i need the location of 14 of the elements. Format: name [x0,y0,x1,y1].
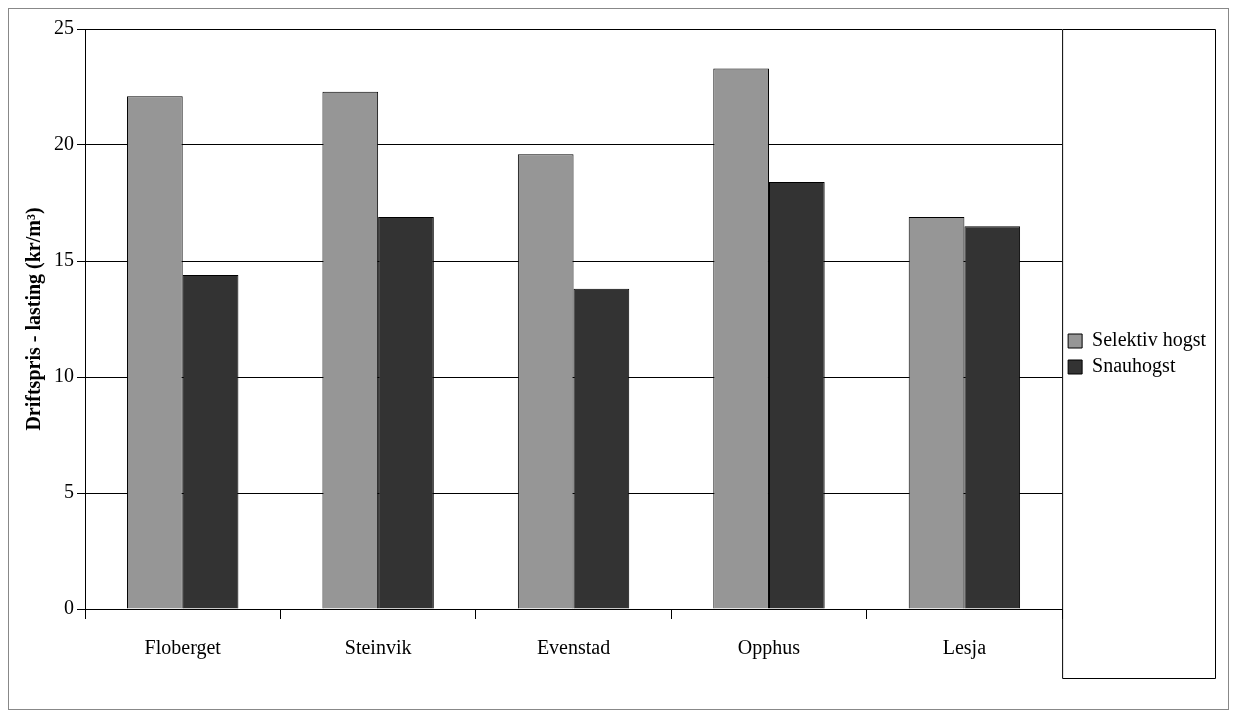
x-tick-label: Floberget [144,636,222,660]
y-tick-label: 0 [64,596,74,619]
y-tick-label: 15 [54,248,74,271]
y-tick-label: 5 [64,480,74,503]
y-axis-title: Driftspris - lasting (kr/m³) [22,207,46,431]
y-tick-label: 20 [54,132,74,155]
y-tick-label: 10 [54,364,74,387]
x-tick-label: Steinvik [344,636,412,659]
legend-label: Snauhogst [1092,354,1176,378]
legend-label: Selektiv hogst [1092,328,1207,352]
x-tick-label: Lesja [942,636,987,660]
x-tick-label: Evenstad [536,636,611,659]
y-tick-label: 25 [54,16,74,39]
x-tick-label: Opphus [737,636,801,660]
